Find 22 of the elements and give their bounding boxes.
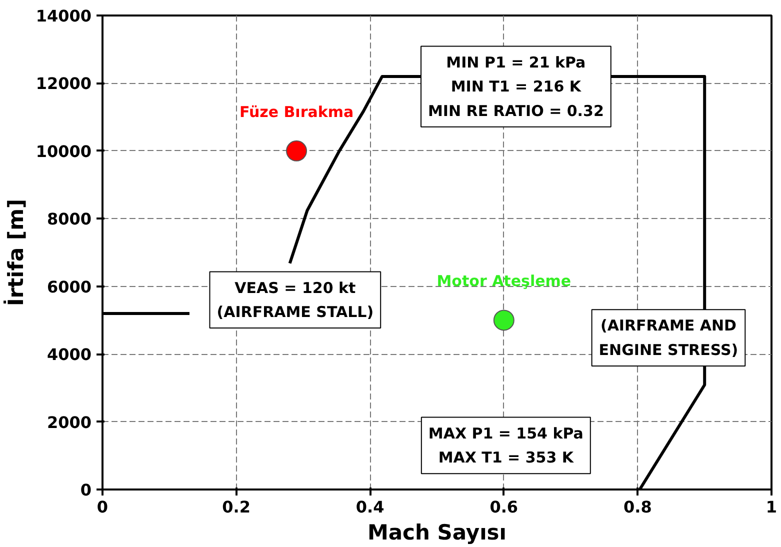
- y-tick-label: 10000: [36, 142, 92, 161]
- y-tick-label: 0: [80, 480, 92, 500]
- annotation: MAX P1 = 154 kPa MAX T1 = 353 K: [428, 424, 584, 467]
- y-tick-label: 14000: [36, 6, 92, 26]
- annotation: (AIRFRAME AND ENGINE STRESS): [598, 316, 738, 359]
- x-tick-label: 0.6: [490, 498, 518, 516]
- annotation: MIN P1 = 21 kPa MIN T1 = 216 K MIN RE RATIO = 0.32: [428, 53, 604, 120]
- x-tick-label: 0.2: [222, 498, 250, 516]
- x-tick-label: 0.8: [624, 498, 652, 516]
- y-tick-label: 4000: [46, 345, 92, 364]
- y-tick-label: 2000: [46, 412, 92, 432]
- y-axis-title: İrtifa [m]: [2, 198, 28, 306]
- x-tick-label: 0.4: [356, 498, 384, 516]
- series-label: Motor Ateşleme: [436, 272, 572, 290]
- y-tick-label: 6000: [46, 277, 92, 296]
- y-tick-label: 8000: [46, 210, 92, 229]
- y-tick-label: 12000: [36, 74, 92, 94]
- x-tick-label: 0: [96, 498, 108, 516]
- x-axis-title: Mach Sayısı: [367, 520, 507, 544]
- x-tick-label: 1: [766, 498, 778, 516]
- series-label: Füze Bırakma: [239, 102, 354, 121]
- annotation: VEAS = 120 kt (AIRFRAME STALL): [216, 278, 374, 322]
